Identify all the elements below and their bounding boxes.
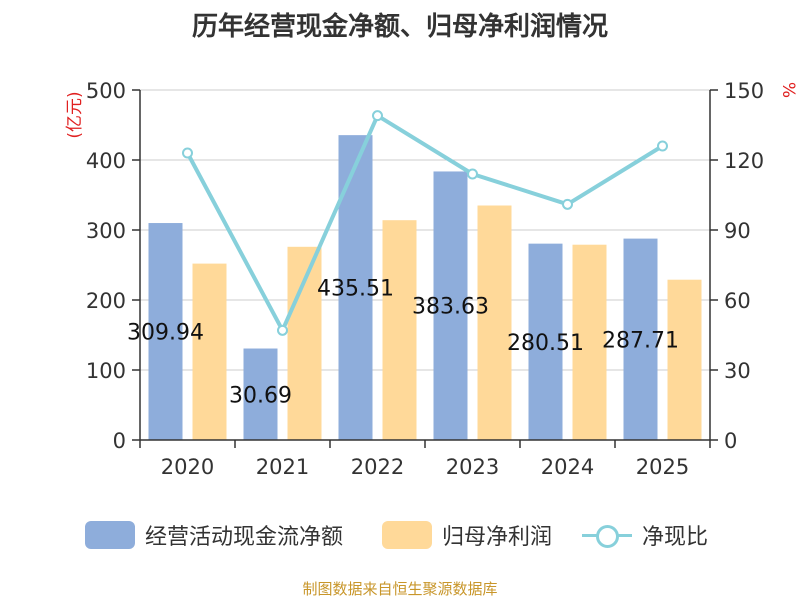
y-left-axis-title: (亿元) [65, 91, 85, 138]
y-right-tick-label: 30 [724, 359, 751, 383]
bar-series-layer [148, 135, 702, 441]
x-tick-label: 2024 [541, 455, 594, 479]
x-tick-label: 2021 [256, 455, 309, 479]
point-cash-ratio [657, 140, 668, 152]
y-left-tick-label: 100 [86, 359, 126, 383]
data-label-cashflow: 435.51 [317, 277, 394, 302]
bar-cashflow [528, 243, 563, 440]
chart-title: 历年经营现金净额、归母净利润情况 [191, 12, 608, 42]
point-cash-ratio [277, 324, 288, 336]
bar-net-profit [477, 205, 512, 440]
data-label-cashflow: 280.51 [507, 331, 584, 356]
legend-item-net-profit: 归母净利润 [382, 517, 552, 553]
grid-lines [140, 89, 710, 371]
bar-cashflow [623, 238, 658, 440]
legend-label-net-profit: 归母净利润 [442, 525, 553, 550]
bar-net-profit [572, 244, 607, 440]
x-tick-label: 2023 [446, 455, 499, 479]
y-right-tick-label: 120 [724, 149, 764, 173]
bar-net-profit [192, 263, 227, 440]
y-right-tick-label: 60 [724, 289, 751, 313]
source-note: 制图数据来自恒生聚源数据库 [302, 580, 498, 598]
bar-cashflow [433, 171, 468, 441]
y-right-tick-label: 0 [724, 429, 737, 453]
point-cash-ratio [562, 198, 573, 210]
y-left-tick-label: 300 [86, 219, 126, 243]
data-labels: 309.94 30.69 435.51 383.63 280.51 287.71 [127, 277, 679, 409]
data-label-cashflow: 383.63 [412, 295, 489, 320]
y-left-tick-label: 500 [86, 79, 126, 103]
x-tick-label: 2020 [161, 455, 214, 479]
legend-item-cashflow: 经营活动现金流净额 [85, 517, 343, 553]
data-label-cashflow: 30.69 [229, 383, 292, 408]
bar-net-profit [667, 279, 702, 440]
legend-item-cash-ratio: 净现比 [582, 517, 708, 553]
bar-cashflow [338, 135, 373, 440]
legend: 经营活动现金流净额 归母净利润 净现比 [0, 517, 800, 557]
bar-net-profit [382, 220, 417, 440]
data-label-cashflow: 287.71 [602, 328, 679, 353]
legend-label-cashflow: 经营活动现金流净额 [145, 525, 344, 550]
legend-swatch-net-profit [382, 521, 432, 549]
legend-line-marker-icon [582, 521, 632, 549]
x-tick-label: 2022 [351, 455, 404, 479]
bar-cashflow [148, 223, 183, 440]
legend-label-cash-ratio: 净现比 [642, 525, 709, 550]
chart-canvas: 0 100 200 300 400 500 0 30 60 90 120 150 2020 2021 202… [65, 79, 798, 479]
y-left-tick-label: 200 [86, 289, 126, 313]
y-right-tick-label: 150 [724, 79, 764, 103]
y-right-tick-label: 90 [724, 219, 751, 243]
x-tick-label: 2025 [636, 455, 689, 479]
y-right-axis-title: % [778, 82, 798, 98]
bar-cashflow [243, 348, 278, 440]
axes: 0 100 200 300 400 500 0 30 60 90 120 150 2020 2021 202… [86, 79, 764, 479]
line-cash-ratio [185, 113, 664, 333]
legend-swatch-cashflow [85, 521, 135, 549]
point-cash-ratio [467, 168, 478, 180]
line-series-layer [182, 110, 668, 336]
data-label-cashflow: 309.94 [127, 321, 204, 346]
point-cash-ratio [372, 110, 383, 122]
y-left-tick-label: 400 [86, 149, 126, 173]
y-left-tick-label: 0 [113, 429, 126, 453]
point-cash-ratio [182, 147, 193, 159]
